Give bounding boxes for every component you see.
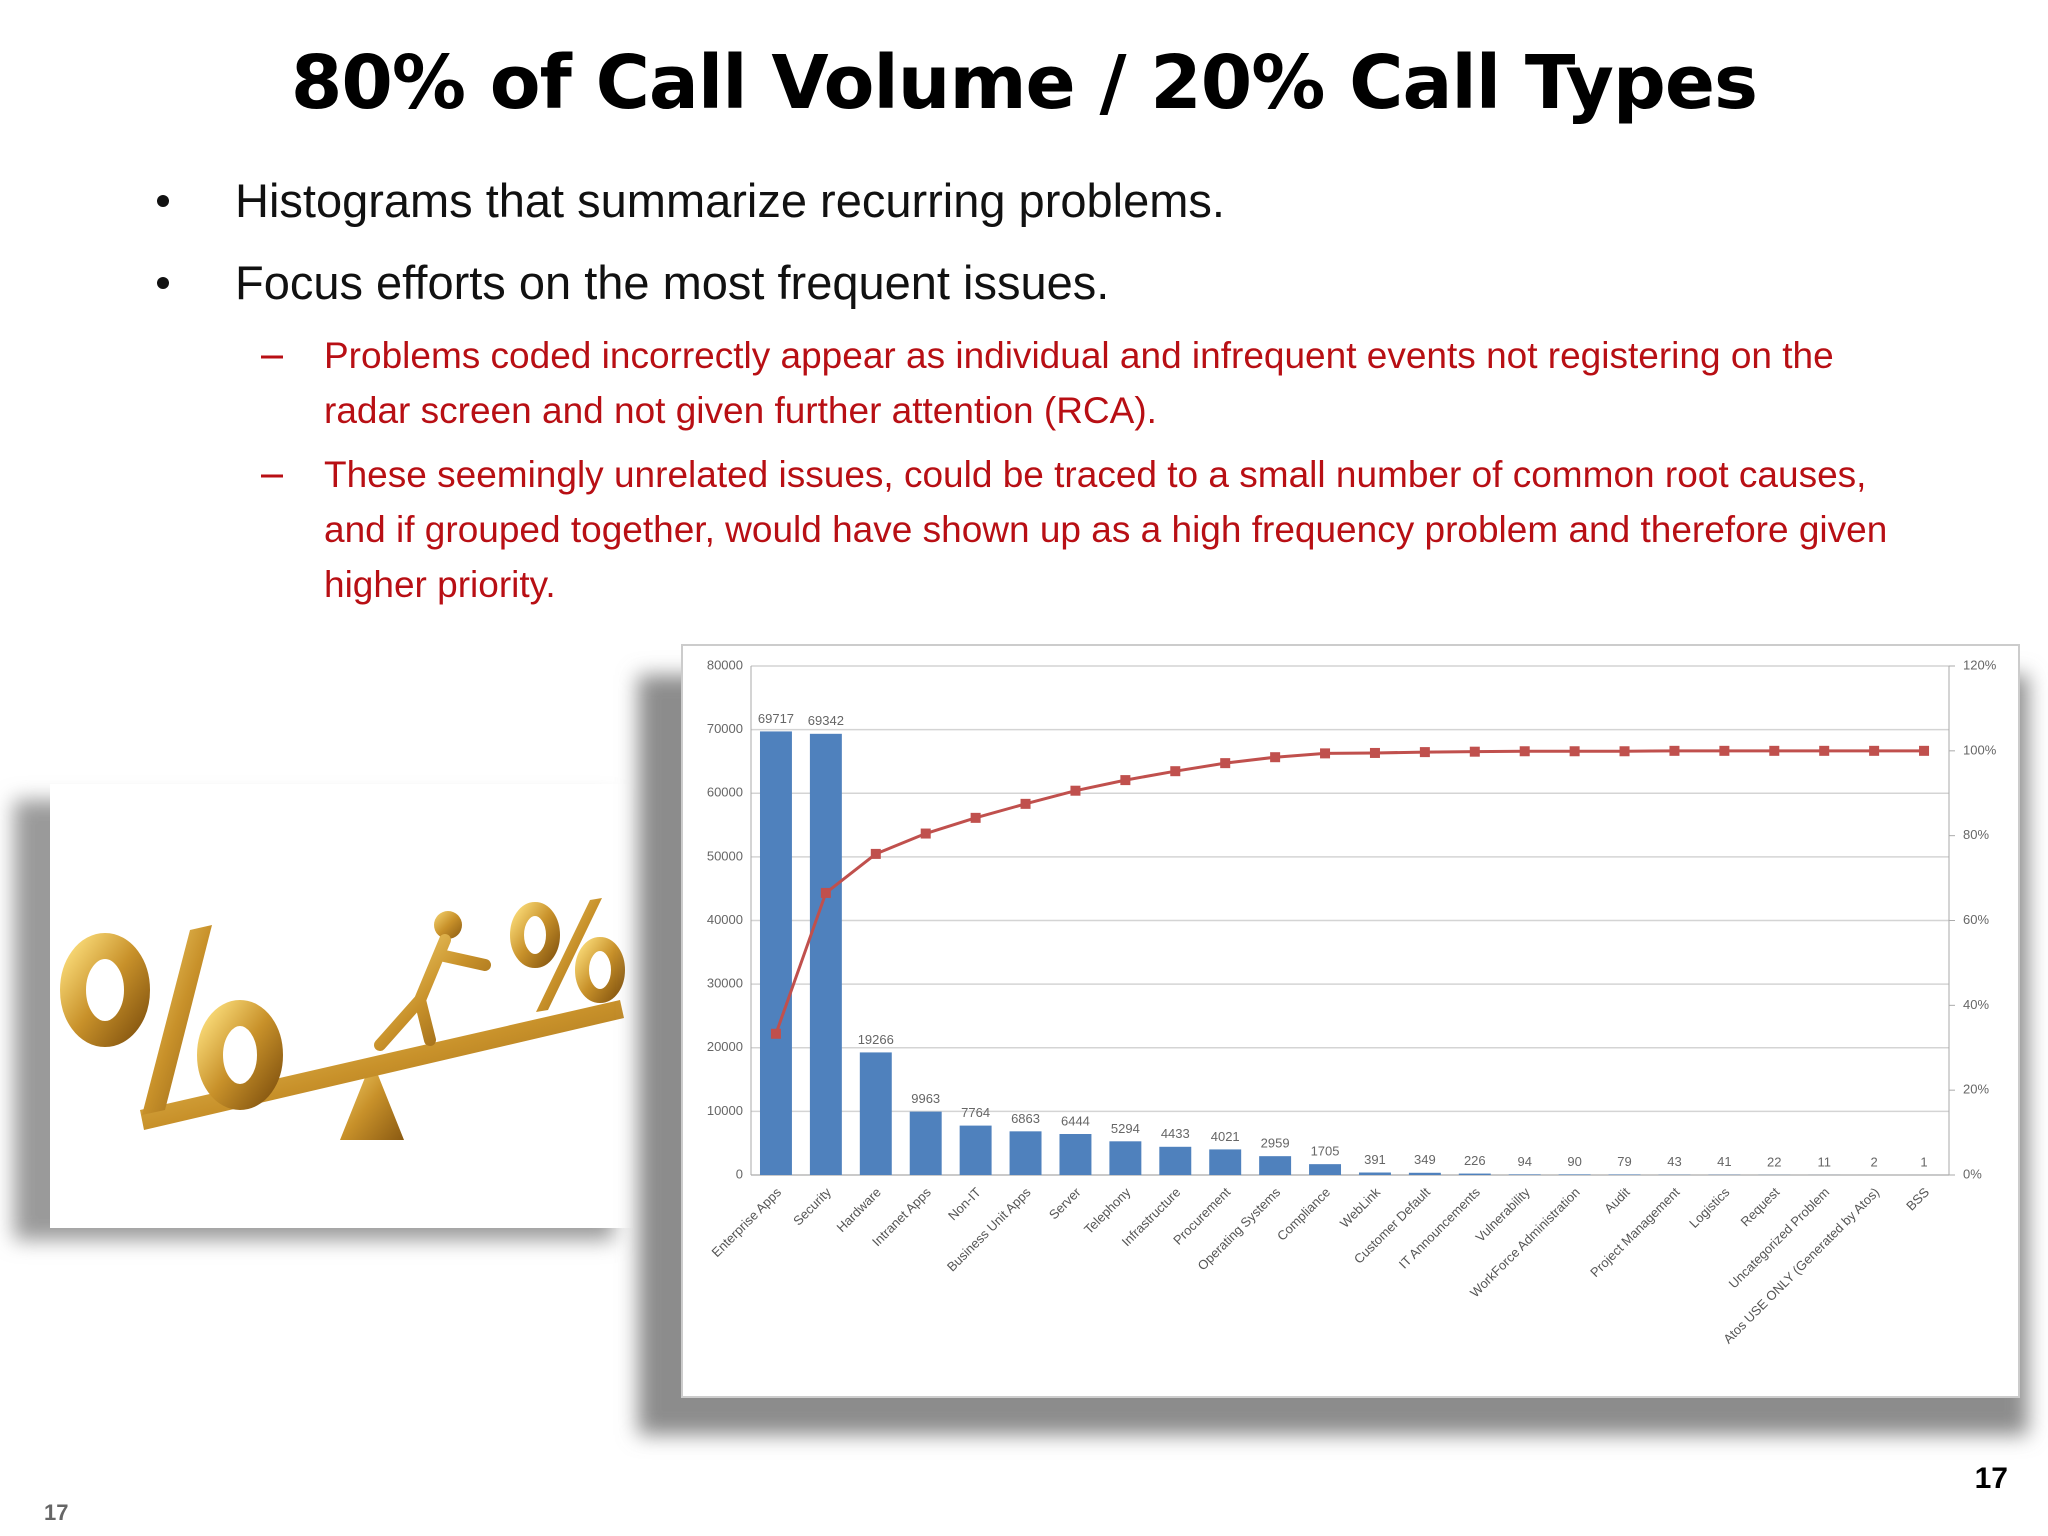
data-label: 69342	[808, 713, 844, 728]
bullet: Focus efforts on the most frequent issue…	[235, 256, 1110, 309]
y2-tick-label: 100%	[1963, 742, 1997, 757]
y-tick-label: 50000	[707, 848, 743, 863]
seesaw-illustration	[60, 898, 625, 1140]
data-label: 43	[1667, 1154, 1681, 1169]
line-marker	[820, 887, 831, 898]
bar	[859, 1052, 892, 1175]
line-marker	[1070, 785, 1081, 796]
sub-bullet: Problems coded incorrectly appear as ind…	[324, 335, 1834, 431]
bar	[1508, 1174, 1541, 1175]
line-marker	[1619, 746, 1630, 757]
data-label: 4021	[1211, 1129, 1240, 1144]
data-label: 41	[1717, 1154, 1731, 1169]
data-label: 391	[1364, 1152, 1386, 1167]
bar	[1009, 1131, 1042, 1175]
line-marker	[1220, 758, 1231, 769]
line-marker	[1719, 745, 1730, 756]
slide-title: 80% of Call Volume / 20% Call Types	[290, 40, 1758, 126]
y-tick-label: 0	[736, 1166, 743, 1181]
chart-frame	[681, 644, 2020, 1398]
bar	[909, 1111, 942, 1175]
bar	[1309, 1164, 1342, 1175]
sub-bullet: These seemingly unrelated issues, could …	[324, 454, 1888, 605]
line-marker	[1320, 748, 1331, 759]
data-label: 4433	[1161, 1126, 1190, 1141]
line-marker	[1419, 747, 1430, 758]
data-label: 79	[1617, 1154, 1631, 1169]
data-label: 11	[1817, 1154, 1831, 1169]
line-marker	[920, 828, 931, 839]
line-marker	[1120, 775, 1131, 786]
footer-number: 17	[44, 1500, 69, 1525]
y2-tick-label: 0%	[1963, 1166, 1982, 1181]
bar	[809, 733, 842, 1175]
data-label: 226	[1464, 1153, 1486, 1168]
bar	[1159, 1146, 1192, 1175]
data-label: 94	[1517, 1154, 1531, 1169]
bar	[1608, 1174, 1641, 1175]
line-marker	[1369, 747, 1380, 758]
bar	[1209, 1149, 1242, 1175]
bullet-dot	[157, 277, 169, 289]
y-tick-label: 30000	[707, 976, 743, 991]
bullet-dot	[157, 195, 169, 207]
y2-tick-label: 60%	[1963, 912, 1989, 927]
bar	[959, 1125, 992, 1175]
data-label: 5294	[1111, 1121, 1140, 1136]
bar	[1109, 1141, 1142, 1175]
y-tick-label: 20000	[707, 1039, 743, 1054]
bar	[1408, 1172, 1441, 1175]
data-label: 19266	[858, 1032, 894, 1047]
slide-number: 17	[1974, 1462, 2008, 1495]
data-label: 9963	[911, 1091, 940, 1106]
line-marker	[870, 848, 881, 859]
bar	[1259, 1156, 1292, 1175]
line-marker	[1919, 745, 1930, 756]
line-marker	[1270, 752, 1281, 763]
data-label: 6863	[1011, 1111, 1040, 1126]
data-label: 2	[1871, 1154, 1878, 1169]
data-label: 1705	[1311, 1144, 1340, 1159]
line-marker	[1669, 745, 1680, 756]
y-tick-label: 70000	[707, 721, 743, 736]
y2-tick-label: 20%	[1963, 1082, 1989, 1097]
y-tick-label: 10000	[707, 1103, 743, 1118]
line-marker	[1819, 745, 1830, 756]
data-label: 90	[1567, 1154, 1581, 1169]
bar	[759, 731, 792, 1175]
line-marker	[1519, 746, 1530, 757]
y-tick-label: 40000	[707, 912, 743, 927]
line-marker	[1020, 798, 1031, 809]
data-label: 6444	[1061, 1113, 1090, 1128]
bar	[1358, 1172, 1391, 1175]
data-label: 349	[1414, 1152, 1436, 1167]
y2-tick-label: 40%	[1963, 997, 1989, 1012]
line-marker	[1769, 745, 1780, 756]
data-label: 22	[1767, 1154, 1781, 1169]
bullet: Histograms that summarize recurring prob…	[235, 174, 1225, 227]
data-label: 69717	[758, 711, 794, 726]
y-tick-label: 60000	[707, 785, 743, 800]
line-marker	[770, 1028, 781, 1039]
bar	[1558, 1174, 1591, 1175]
y2-tick-label: 80%	[1963, 827, 1989, 842]
line-marker	[970, 812, 981, 823]
y2-tick-label: 120%	[1963, 657, 1997, 672]
data-label: 1	[1920, 1154, 1927, 1169]
bar	[1059, 1134, 1092, 1175]
bar	[1458, 1173, 1491, 1175]
data-label: 7764	[961, 1105, 990, 1120]
line-marker	[1170, 766, 1181, 777]
line-marker	[1569, 746, 1580, 757]
y-tick-label: 80000	[707, 657, 743, 672]
line-marker	[1469, 746, 1480, 757]
cumulative-line	[774, 749, 1925, 1035]
line-marker	[1869, 745, 1880, 756]
data-label: 2959	[1261, 1136, 1290, 1151]
